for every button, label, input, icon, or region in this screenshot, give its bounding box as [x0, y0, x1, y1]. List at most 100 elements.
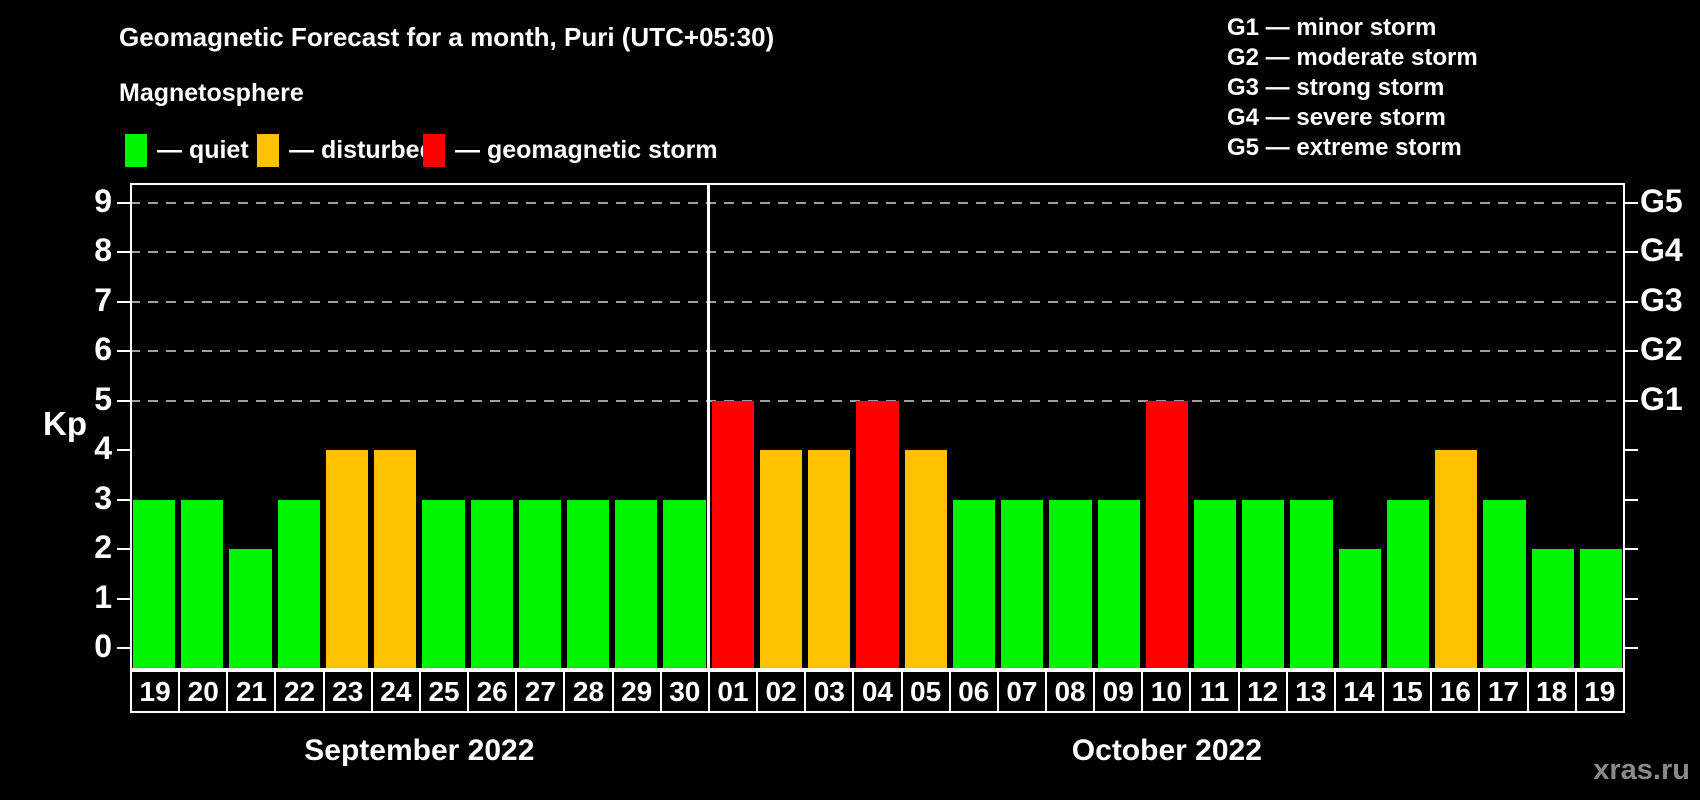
- month-label-september: September 2022: [304, 734, 535, 767]
- kp-bar-day-10-storm: [1145, 400, 1188, 670]
- storm-scale-legend: G1 — minor storm G2 — moderate storm G3 — …: [1227, 13, 1478, 163]
- kp-bar-day-04-storm: [856, 400, 899, 670]
- right-tick-kp8: [1625, 251, 1638, 254]
- g-scale-label-g1: G1: [1640, 380, 1683, 417]
- day-label-16: 16: [1430, 670, 1481, 713]
- left-tick-kp9: [117, 202, 130, 205]
- ytick-label-4: 4: [94, 430, 112, 467]
- ytick-label-2: 2: [94, 529, 112, 566]
- left-tick-kp0: [117, 647, 130, 649]
- ytick-label-6: 6: [94, 331, 112, 368]
- day-label-02: 02: [756, 670, 807, 713]
- day-label-24: 24: [370, 670, 421, 713]
- left-tick-kp7: [117, 300, 130, 303]
- day-label-07: 07: [996, 670, 1047, 713]
- right-tick-kp4: [1625, 449, 1638, 452]
- right-tick-kp7: [1625, 300, 1638, 303]
- left-tick-kp5: [117, 399, 130, 402]
- day-label-22: 22: [274, 670, 325, 713]
- kp-bar-day-11-quiet: [1193, 499, 1237, 670]
- kp-axis-label: Kp: [43, 405, 87, 442]
- kp-bar-day-21-quiet: [229, 549, 272, 670]
- kp-bar-day-13-quiet: [1290, 499, 1333, 670]
- storm-scale-line-g5: G5 — extreme storm: [1227, 134, 1462, 161]
- right-tick-kp0: [1625, 647, 1638, 649]
- watermark: xras.ru: [1593, 754, 1690, 786]
- day-label-30: 30: [659, 670, 710, 713]
- day-label-19: 19: [130, 670, 181, 713]
- kp-bar-day-19-quiet: [1579, 549, 1622, 670]
- day-label-13: 13: [1285, 670, 1336, 713]
- day-label-06: 06: [948, 670, 999, 713]
- day-label-09: 09: [1093, 670, 1144, 713]
- kp-bar-day-14-quiet: [1338, 549, 1381, 670]
- day-label-29: 29: [611, 670, 662, 713]
- gridline-kp6: [130, 350, 1625, 353]
- ytick-label-3: 3: [94, 479, 112, 516]
- day-label-21: 21: [226, 670, 277, 713]
- storm-scale-line-g4: G4 — severe storm: [1227, 104, 1446, 131]
- storm-scale-line-g2: G2 — moderate storm: [1227, 44, 1478, 71]
- day-label-11: 11: [1189, 670, 1240, 713]
- left-tick-kp4: [117, 449, 130, 452]
- day-label-27: 27: [515, 670, 566, 713]
- legend-label-quiet: — quiet: [157, 136, 249, 164]
- day-label-14: 14: [1333, 670, 1385, 713]
- kp-bar-day-22-quiet: [277, 499, 320, 670]
- kp-bar-day-23-disturbed: [325, 450, 369, 670]
- gridline-kp9: [130, 202, 1625, 205]
- day-label-20: 20: [178, 670, 229, 713]
- kp-status-legend: — quiet — disturbed — geomagnetic storm: [0, 133, 1700, 169]
- legend-label-disturbed: — disturbed: [289, 136, 435, 164]
- day-label-26: 26: [467, 670, 518, 713]
- kp-bar-day-05-disturbed: [904, 450, 947, 670]
- day-label-04: 04: [852, 670, 903, 713]
- right-tick-kp6: [1625, 350, 1638, 353]
- day-label-03: 03: [804, 670, 855, 713]
- disturbed-color-swatch: [257, 134, 279, 167]
- storm-color-swatch: [423, 134, 445, 167]
- kp-bar-day-15-quiet: [1386, 499, 1430, 670]
- kp-bar-day-08-quiet: [1049, 499, 1092, 670]
- g-scale-label-g3: G3: [1640, 281, 1683, 318]
- chart-title: Geomagnetic Forecast for a month, Puri (…: [119, 22, 775, 52]
- kp-bar-day-18-quiet: [1531, 549, 1574, 670]
- right-tick-kp5: [1625, 399, 1638, 402]
- kp-bar-day-27-quiet: [518, 499, 562, 670]
- storm-scale-line-g1: G1 — minor storm: [1227, 14, 1437, 41]
- day-label-17: 17: [1478, 670, 1529, 713]
- left-tick-kp2: [117, 548, 130, 551]
- kp-bar-day-07-quiet: [1001, 499, 1044, 670]
- gridline-kp8: [130, 251, 1625, 254]
- kp-bar-day-25-quiet: [422, 499, 465, 670]
- magnetosphere-label: Magnetosphere: [119, 79, 304, 107]
- ytick-label-5: 5: [94, 380, 112, 417]
- kp-bar-day-09-quiet: [1097, 499, 1140, 670]
- month-label-october: October 2022: [1071, 734, 1262, 767]
- g-scale-label-g2: G2: [1640, 331, 1683, 368]
- day-label-18: 18: [1526, 670, 1577, 713]
- kp-bar-day-03-disturbed: [808, 450, 851, 670]
- left-tick-kp6: [117, 350, 130, 353]
- ytick-label-7: 7: [94, 281, 112, 318]
- ytick-label-8: 8: [94, 232, 112, 269]
- left-tick-kp1: [117, 597, 130, 600]
- month-separator-line: [707, 183, 711, 670]
- day-label-10: 10: [1141, 670, 1192, 713]
- day-axis: 19 20 21 22 23 24 25 26 27 28 29 30 01 02 03 04 05 06 07 08…: [130, 670, 1625, 713]
- kp-bar-day-30-quiet: [663, 499, 706, 670]
- kp-bar-day-06-quiet: [952, 499, 996, 670]
- right-tick-kp3: [1625, 498, 1638, 501]
- day-label-05: 05: [900, 670, 951, 713]
- g-scale-label-g5: G5: [1640, 183, 1683, 220]
- ytick-label-1: 1: [94, 578, 112, 615]
- storm-scale-line-g3: G3 — strong storm: [1227, 74, 1445, 101]
- left-tick-kp3: [117, 498, 130, 501]
- kp-bar-day-19-quiet: [133, 499, 176, 670]
- day-label-12: 12: [1237, 670, 1288, 713]
- day-label-08: 08: [1044, 670, 1096, 713]
- kp-bar-day-16-disturbed: [1435, 450, 1478, 670]
- day-label-15: 15: [1382, 670, 1433, 713]
- kp-bar-day-26-quiet: [470, 499, 513, 670]
